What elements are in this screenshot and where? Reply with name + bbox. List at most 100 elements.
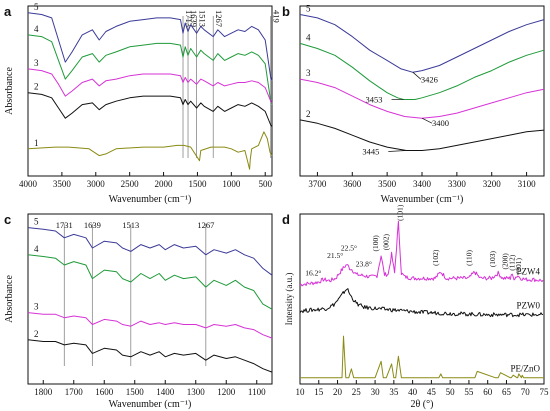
panel-a-series-label: 3 bbox=[34, 58, 39, 68]
panel-b-xtick-label: 3700 bbox=[308, 179, 327, 189]
panel-d-annotation: (101) bbox=[395, 204, 404, 221]
panel-a-series-4 bbox=[27, 34, 273, 105]
panel-d-xtick-label: 10 bbox=[296, 387, 306, 397]
panel-b-series-label: 4 bbox=[306, 32, 311, 42]
panel-a-series-label: 1 bbox=[34, 138, 39, 148]
panel-d-letter: d bbox=[282, 212, 290, 227]
panel-b-xtick-label: 3500 bbox=[378, 179, 397, 189]
panel-a-series-1 bbox=[27, 131, 273, 170]
panel-d-xtick-label: 70 bbox=[521, 387, 531, 397]
panel-d-xtick-label: 45 bbox=[427, 387, 437, 397]
panel-d-annotation: (002) bbox=[382, 234, 391, 251]
panel-a-ylabel: Absorbance bbox=[4, 67, 15, 115]
panel-a-xlabel: Wavenumber (cm⁻¹) bbox=[109, 194, 192, 205]
panel-b-annotation: 3453 bbox=[366, 95, 383, 105]
panel-b-annotation: 3445 bbox=[362, 147, 379, 157]
panel-c-marker-label: 1513 bbox=[122, 220, 139, 230]
panel-d-annotation: (110) bbox=[465, 249, 474, 265]
panel-d-ylabel: Intensity (a.u.) bbox=[284, 273, 294, 326]
panel-d-series-pzw0 bbox=[299, 288, 544, 318]
panel-d-annotation: 16.2° bbox=[305, 268, 321, 277]
panel-c-letter: c bbox=[4, 212, 11, 227]
panel-a-xtick-label: 4000 bbox=[19, 179, 38, 189]
panel-a-series-label: 4 bbox=[34, 24, 39, 34]
panel-b-series-label: 2 bbox=[306, 109, 311, 119]
panel-d-series-pzw4 bbox=[299, 220, 544, 287]
panel-b-letter: b bbox=[282, 4, 290, 19]
panel-b-series-label: 3 bbox=[306, 68, 311, 78]
panel-d-annotation: (103) bbox=[488, 250, 497, 267]
panel-d-xlabel: 2θ (°) bbox=[411, 399, 434, 410]
panel-a-series-5 bbox=[27, 12, 273, 81]
panel-b-xtick-label: 3600 bbox=[343, 179, 362, 189]
panel-a-xtick-label: 2000 bbox=[155, 179, 174, 189]
panel-c-series-label: 3 bbox=[34, 302, 39, 312]
panel-d-xtick-label: 35 bbox=[389, 387, 399, 397]
panel-c-marker-label: 1267 bbox=[197, 220, 214, 230]
panel-b-annotation: 3426 bbox=[421, 74, 438, 84]
panel-b-xtick-label: 3200 bbox=[483, 179, 502, 189]
panel-c-series-label: 5 bbox=[34, 217, 39, 227]
panel-d-xtick-label: 50 bbox=[446, 387, 456, 397]
panel-c-series-3 bbox=[27, 312, 273, 339]
panel-c-xlabel: Wavenumber (cm⁻¹) bbox=[109, 399, 192, 410]
panel-d-series-label: PZW0 bbox=[517, 301, 541, 311]
panel-d-xtick-label: 15 bbox=[314, 387, 324, 397]
panel-a-marker-label: 419 bbox=[272, 10, 282, 23]
panel-b-xtick-label: 3100 bbox=[518, 179, 537, 189]
panel-d-annotation: 23.8° bbox=[356, 259, 372, 268]
panel-a-series-label: 5 bbox=[34, 2, 39, 12]
panel-c-xtick-label: 1100 bbox=[248, 387, 266, 397]
panel-d-annotation: (102) bbox=[431, 249, 440, 266]
panel-a-plot: 4000 3500 3000 2500 2000 1500 1000 500171316391… bbox=[19, 2, 282, 189]
panel-c-marker-label: 1731 bbox=[56, 220, 73, 230]
panel-c-series-label: 2 bbox=[34, 329, 39, 339]
panel-d-series-label: PE/ZnO bbox=[510, 364, 540, 374]
panel-a-marker-label: 1267 bbox=[214, 10, 224, 27]
panel-d-xtick-label: 75 bbox=[540, 387, 550, 397]
panel-a-xtick-label: 1000 bbox=[222, 179, 241, 189]
panel-c-frame bbox=[27, 213, 273, 385]
panel-a-series-3 bbox=[27, 68, 273, 104]
panel-d-annotation: 21.5° bbox=[327, 251, 343, 260]
panel-c-xtick-label: 1800 bbox=[34, 387, 53, 397]
panel-b-xtick-label: 3400 bbox=[413, 179, 432, 189]
panel-c-xtick-label: 1500 bbox=[126, 387, 145, 397]
panel-c-ylabel: Absorbance bbox=[4, 275, 15, 323]
panel-a-frame bbox=[27, 5, 273, 177]
panel-a-letter: a bbox=[4, 4, 12, 19]
panel-c-xtick-label: 1700 bbox=[65, 387, 84, 397]
panel-d-series-label: PZW4 bbox=[517, 267, 541, 277]
panel-d-annotation: (201) bbox=[514, 257, 523, 274]
panel-d-xtick-label: 40 bbox=[408, 387, 418, 397]
panel-c: c 1800 1700 1600 1500 1400 1300 1200 1100 1731 16… bbox=[4, 212, 273, 410]
panel-d-plot: 10 15 20 25 30 35 40 45 50 55 60 65 70 75 PZW4 PZW0 PE/Z… bbox=[296, 204, 550, 397]
panel-d-annotation: 22.5° bbox=[341, 243, 357, 252]
panel-a: a 4000 3500 3000 2500 2000 1500 1000 500 1713163… bbox=[4, 2, 282, 205]
panel-c-series-2 bbox=[27, 339, 273, 373]
panel-a-xtick-label: 3000 bbox=[87, 179, 106, 189]
panel-c-xtick-label: 1400 bbox=[156, 387, 175, 397]
panel-d-series-pe-zno bbox=[300, 335, 544, 379]
panel-b-series-2 bbox=[299, 119, 545, 151]
panel-c-xtick-label: 1200 bbox=[217, 387, 236, 397]
panel-a-series-2 bbox=[27, 92, 273, 128]
panel-d-annotation: (100) bbox=[371, 235, 380, 252]
panel-b-annotation: 3400 bbox=[432, 118, 449, 128]
panel-a-xtick-label: 3500 bbox=[53, 179, 72, 189]
panel-b-series-4 bbox=[299, 42, 545, 100]
panel-a-series-label: 2 bbox=[34, 82, 39, 92]
panel-b-series-3 bbox=[299, 78, 545, 119]
panel-d-xtick-label: 65 bbox=[502, 387, 512, 397]
panel-d-xtick-label: 20 bbox=[333, 387, 343, 397]
panel-b-plot: 3700 3600 3500 3400 3300 3200 3100 5 4 3 2 3426 3453… bbox=[299, 4, 545, 189]
panel-b-annotation-leader bbox=[421, 117, 433, 124]
panel-d-xtick-label: 30 bbox=[371, 387, 381, 397]
panel-c-marker-label: 1639 bbox=[84, 220, 101, 230]
panel-c-series-label: 4 bbox=[34, 244, 39, 254]
panel-c-series-5 bbox=[27, 227, 273, 276]
panel-d-annotation: (112) bbox=[508, 254, 517, 270]
panel-b-annotation-leader bbox=[412, 72, 422, 80]
panel-b-xtick-label: 3300 bbox=[448, 179, 467, 189]
